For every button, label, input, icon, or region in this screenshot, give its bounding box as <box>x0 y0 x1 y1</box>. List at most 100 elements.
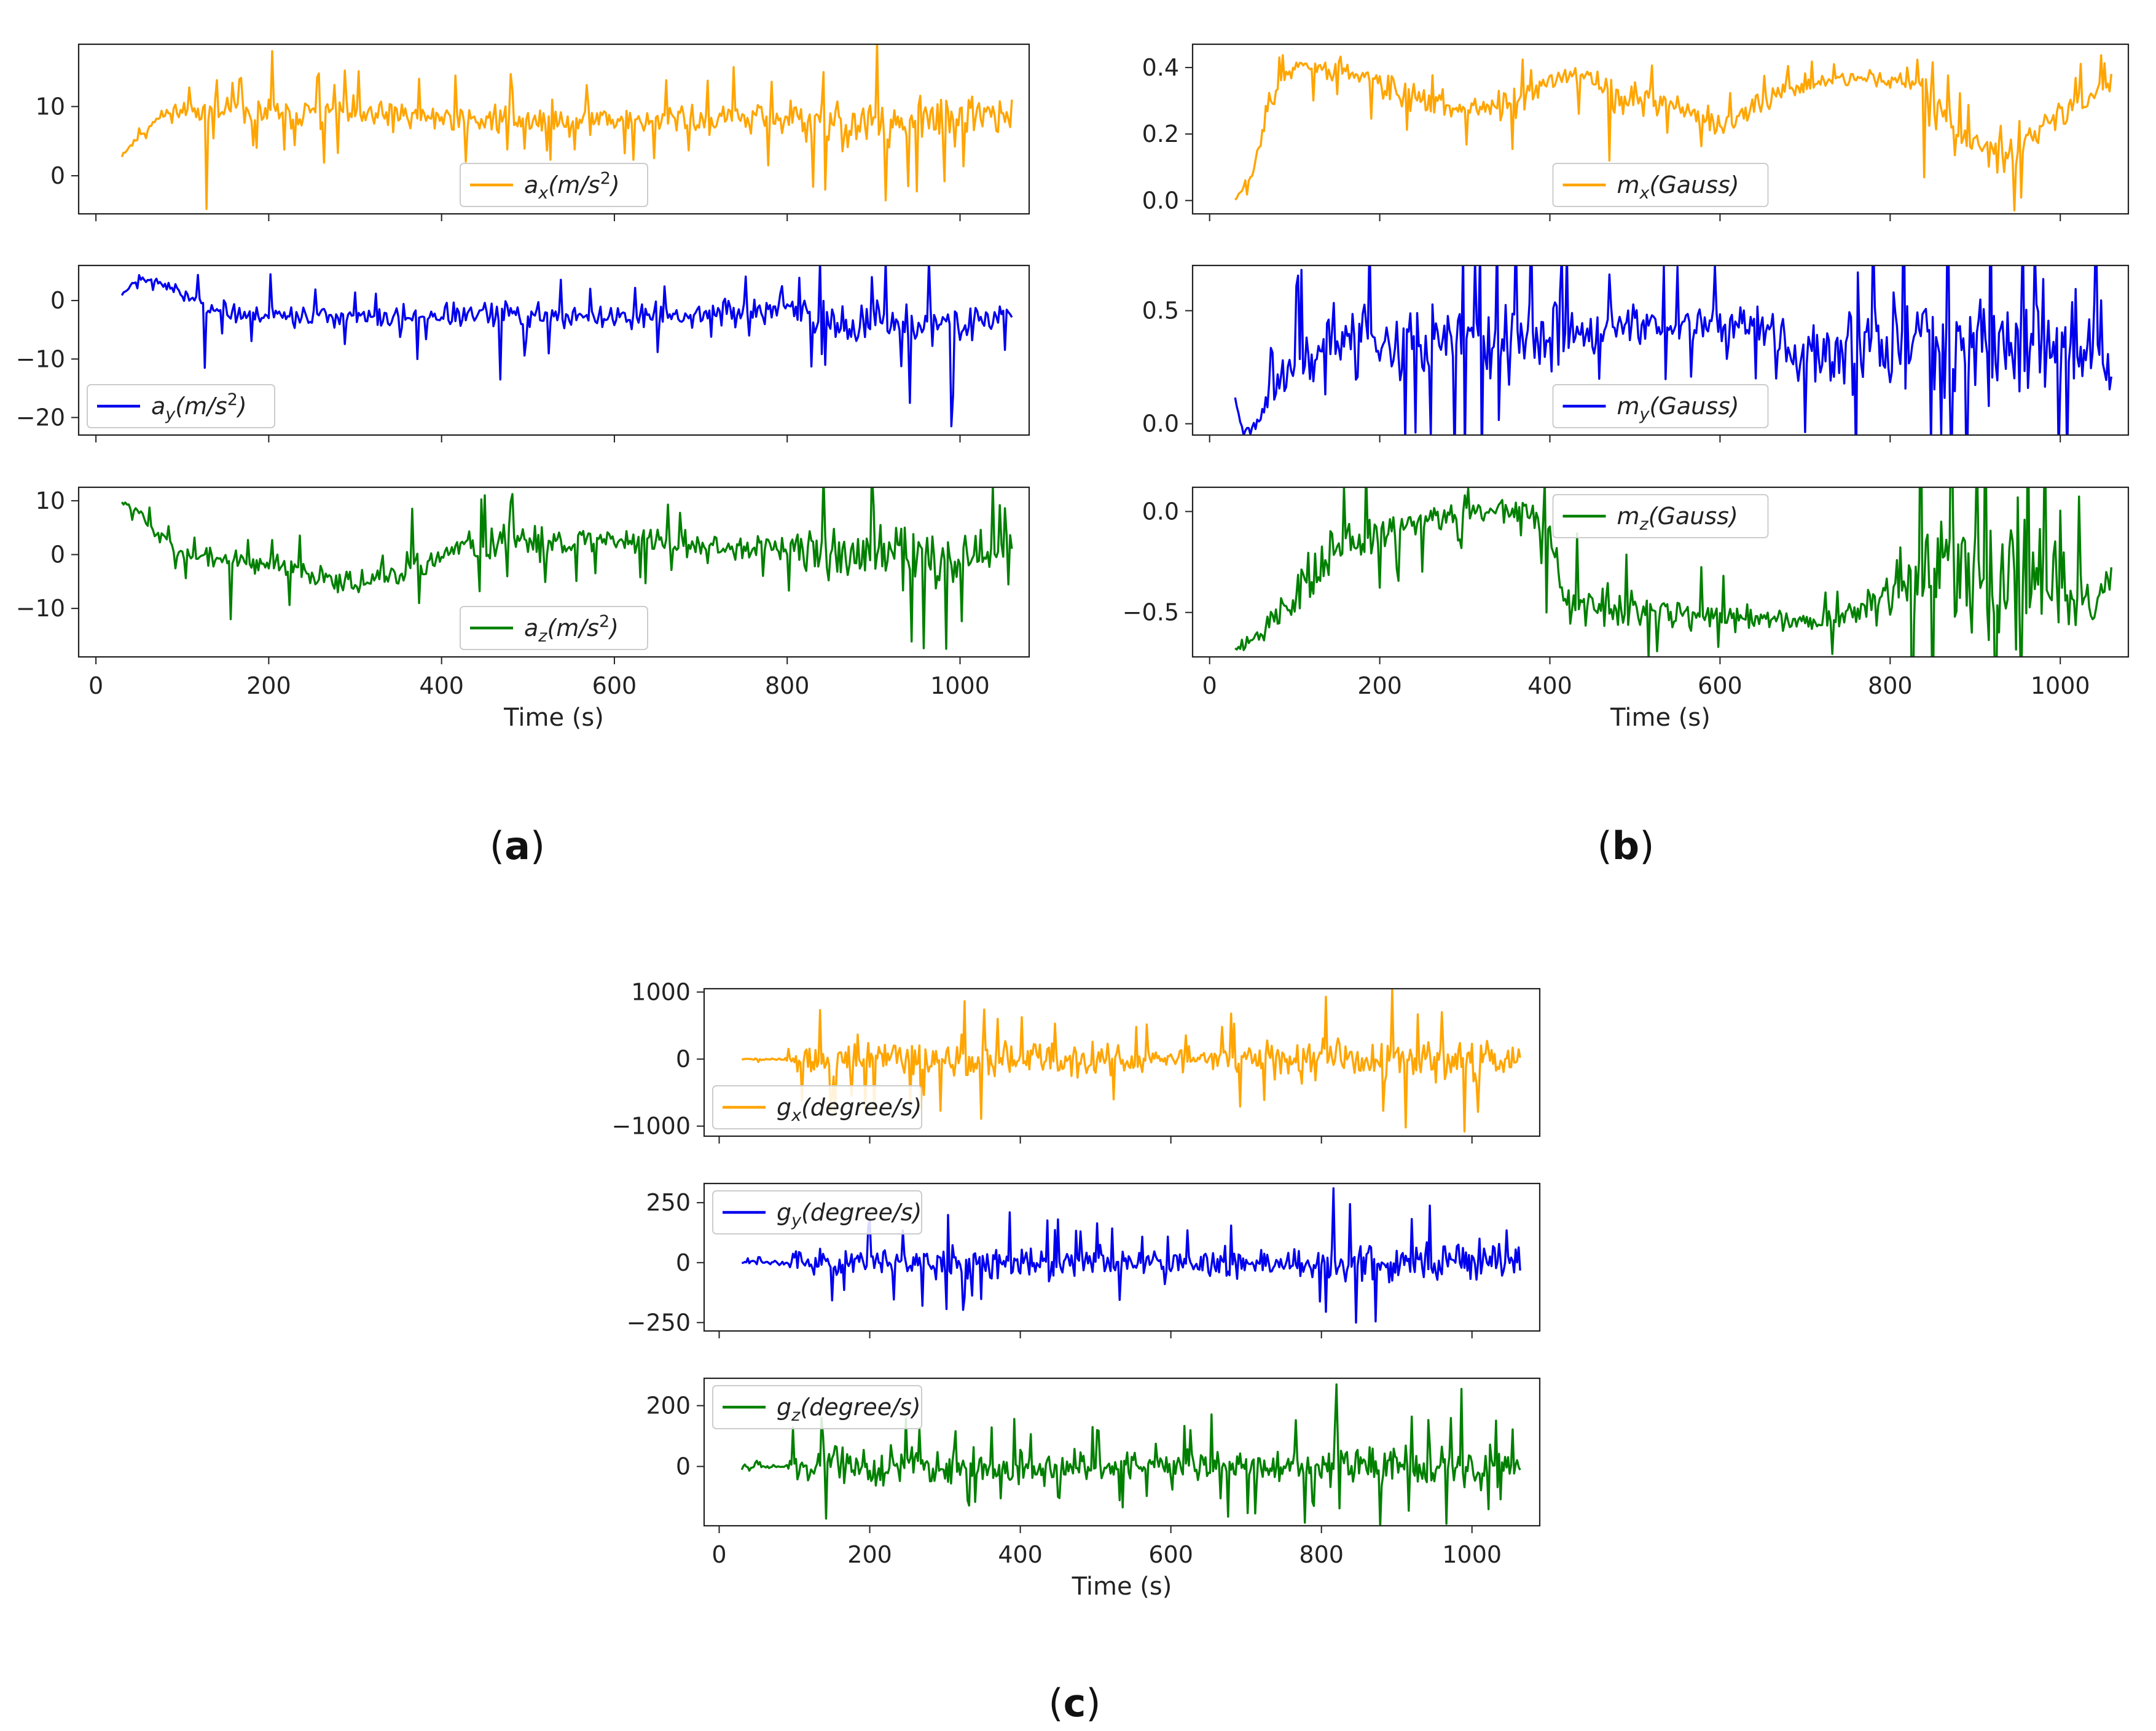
xlabel-gz: Time (s) <box>1072 1572 1172 1601</box>
subplot-mx: 0.0 0.2 0.4 mx(Gauss) <box>1142 43 2130 221</box>
legend-gy: gy(degree/s) <box>712 1190 922 1234</box>
legend-az: az(m/s2) <box>460 606 648 650</box>
ytick-label-ax: 10 <box>36 93 65 120</box>
legend-label-mx: mx(Gauss) <box>1617 171 1739 203</box>
axes-frame-mz <box>1191 486 2130 658</box>
legend-gx: gx(degree/s) <box>712 1085 922 1129</box>
axes-frame-gx <box>703 987 1541 1137</box>
legend-box-mx <box>1552 163 1769 207</box>
legend-gz: gz(degree/s) <box>712 1385 922 1429</box>
xtick-label-mz: 400 <box>1527 672 1572 699</box>
axes-frame-az <box>77 486 1030 658</box>
subplot-gy: −250 0 250 gy(degree/s) <box>627 1182 1541 1338</box>
panel-label-a: (a) <box>490 823 545 868</box>
ytick-label-az: −10 <box>16 595 65 622</box>
legend-mz: mz(Gauss) <box>1552 494 1769 538</box>
series-line-gz <box>740 1383 1521 1526</box>
legend-box-az <box>460 606 648 650</box>
xtick-label-az: 800 <box>765 672 810 699</box>
ytick-label-ay: −20 <box>16 404 65 431</box>
axes-frame-my <box>1191 264 2130 436</box>
xtick-label-az: 200 <box>246 672 291 699</box>
xtick-label-gz: 600 <box>1148 1541 1193 1568</box>
legend-mx: mx(Gauss) <box>1552 163 1769 207</box>
xlabel-mz: Time (s) <box>1610 704 1711 732</box>
xtick-label-gz: 1000 <box>1442 1541 1502 1568</box>
series-line-my <box>1234 265 2112 435</box>
xtick-label-mz: 800 <box>1868 672 1913 699</box>
series-line-ay <box>120 265 1013 428</box>
ytick-label-gz: 200 <box>646 1392 691 1419</box>
legend-label-gx: gx(degree/s) <box>777 1094 922 1125</box>
legend-box-gy <box>712 1190 922 1234</box>
subplot-gz: 0 200 0 200 400 600 800 1000 Time (s) gz(degree/s… <box>646 1377 1541 1601</box>
subplot-my: 0.0 0.5 my(Gauss) <box>1142 264 2130 442</box>
legend-label-ay: ay(m/s2) <box>151 390 247 424</box>
axes-frame-gy <box>703 1182 1541 1332</box>
subplot-ax: 0 10 ax(m/s2) <box>36 43 1030 221</box>
axes-frame-mx <box>1191 43 2130 215</box>
xtick-label-gz: 800 <box>1299 1541 1344 1568</box>
ytick-label-gy: 250 <box>646 1189 691 1216</box>
ytick-label-ay: 0 <box>50 287 65 314</box>
xtick-label-az: 600 <box>592 672 637 699</box>
series-line-mx <box>1234 54 2112 212</box>
panel-label-c: (c) <box>1048 1681 1100 1725</box>
ytick-label-gy: −250 <box>627 1309 691 1336</box>
series-line-az <box>120 487 1013 650</box>
ytick-label-mx: 0.2 <box>1142 120 1179 147</box>
xtick-label-az: 400 <box>419 672 464 699</box>
xtick-label-gz: 0 <box>711 1541 726 1568</box>
series-line-gy <box>742 1187 1521 1324</box>
ytick-label-mx: 0.0 <box>1142 187 1179 214</box>
xlabel-az: Time (s) <box>503 704 604 732</box>
axes-frame-ay <box>77 264 1030 436</box>
series-line-mz <box>1234 487 2112 657</box>
series-line-gx <box>742 989 1521 1133</box>
ytick-label-gx: −1000 <box>611 1113 691 1140</box>
xtick-label-az: 1000 <box>930 672 990 699</box>
subplot-ay: −20 −10 0 ay(m/s2) <box>16 264 1030 442</box>
legend-label-ax: ax(m/s2) <box>524 169 620 203</box>
subplot-gx: −1000 0 1000 gx(degree/s) <box>611 978 1541 1144</box>
legend-label-gz: gz(degree/s) <box>777 1394 921 1425</box>
legend-box-my <box>1552 384 1769 428</box>
ytick-label-ax: 0 <box>50 162 65 189</box>
legend-box-gz <box>712 1385 922 1429</box>
legend-ax: ax(m/s2) <box>460 163 648 207</box>
legend-my: my(Gauss) <box>1552 384 1769 428</box>
xtick-label-mz: 200 <box>1357 672 1402 699</box>
ytick-label-gz: 0 <box>676 1453 691 1480</box>
legend-label-gy: gy(degree/s) <box>777 1199 922 1230</box>
xtick-label-az: 0 <box>88 672 103 699</box>
series-line-ax <box>120 44 1013 210</box>
axes-frame-ax <box>77 43 1030 215</box>
xtick-label-mz: 600 <box>1698 672 1742 699</box>
ytick-label-ay: −10 <box>16 345 65 372</box>
legend-ay: ay(m/s2) <box>87 384 275 428</box>
ytick-label-mx: 0.4 <box>1142 54 1179 81</box>
ytick-label-mz: 0.0 <box>1142 498 1179 525</box>
xtick-label-gz: 200 <box>847 1541 892 1568</box>
panel-label-b: (b) <box>1597 823 1655 868</box>
ytick-label-az: 0 <box>50 541 65 568</box>
legend-label-az: az(m/s2) <box>524 612 619 646</box>
ytick-label-gx: 1000 <box>631 978 691 1005</box>
legend-label-my: my(Gauss) <box>1617 393 1739 424</box>
legend-box-gx <box>712 1085 922 1129</box>
ytick-label-az: 10 <box>36 487 65 514</box>
ytick-label-gy: 0 <box>676 1249 691 1276</box>
ytick-label-gx: 0 <box>676 1046 691 1073</box>
xtick-label-mz: 1000 <box>2031 672 2090 699</box>
xtick-label-gz: 400 <box>998 1541 1043 1568</box>
subplot-mz: −0.5 0.0 0 200 400 600 800 1000 Time (s) mz(Gauss… <box>1123 486 2130 732</box>
legend-box-ax <box>460 163 648 207</box>
ytick-label-mz: −0.5 <box>1123 599 1179 626</box>
ytick-label-my: 0.5 <box>1142 297 1179 324</box>
axes-frame-gz <box>703 1377 1541 1527</box>
legend-box-mz <box>1552 494 1769 538</box>
xtick-label-mz: 0 <box>1202 672 1217 699</box>
legend-label-mz: mz(Gauss) <box>1617 503 1738 534</box>
